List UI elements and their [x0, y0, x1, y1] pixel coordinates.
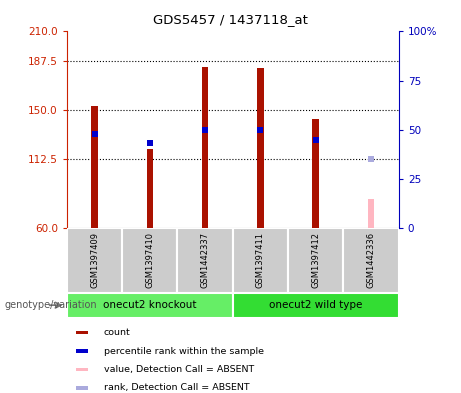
- Bar: [91, 106, 98, 228]
- Bar: [202, 67, 208, 228]
- Bar: [147, 149, 153, 228]
- Text: percentile rank within the sample: percentile rank within the sample: [104, 347, 264, 356]
- Text: GSM1397412: GSM1397412: [311, 232, 320, 288]
- Text: onecut2 wild type: onecut2 wild type: [269, 300, 362, 310]
- Bar: [233, 228, 288, 293]
- Text: rank, Detection Call = ABSENT: rank, Detection Call = ABSENT: [104, 383, 249, 392]
- Bar: [76, 349, 88, 353]
- Bar: [122, 228, 177, 293]
- Bar: [67, 293, 233, 318]
- Text: GDS5457 / 1437118_at: GDS5457 / 1437118_at: [153, 13, 308, 26]
- Text: count: count: [104, 328, 130, 337]
- Bar: [76, 331, 88, 334]
- Text: GSM1442336: GSM1442336: [366, 232, 376, 288]
- Bar: [313, 119, 319, 228]
- Text: GSM1442337: GSM1442337: [201, 232, 210, 288]
- Bar: [368, 199, 374, 228]
- Bar: [288, 228, 343, 293]
- Text: GSM1397409: GSM1397409: [90, 232, 99, 288]
- Text: GSM1397410: GSM1397410: [145, 232, 154, 288]
- Text: value, Detection Call = ABSENT: value, Detection Call = ABSENT: [104, 365, 254, 374]
- Bar: [76, 368, 88, 371]
- Text: GSM1397411: GSM1397411: [256, 232, 265, 288]
- Text: genotype/variation: genotype/variation: [5, 300, 97, 310]
- Bar: [67, 228, 122, 293]
- Bar: [233, 293, 399, 318]
- Bar: [257, 68, 264, 228]
- Bar: [177, 228, 233, 293]
- Bar: [343, 228, 399, 293]
- Text: onecut2 knockout: onecut2 knockout: [103, 300, 196, 310]
- Bar: [76, 386, 88, 389]
